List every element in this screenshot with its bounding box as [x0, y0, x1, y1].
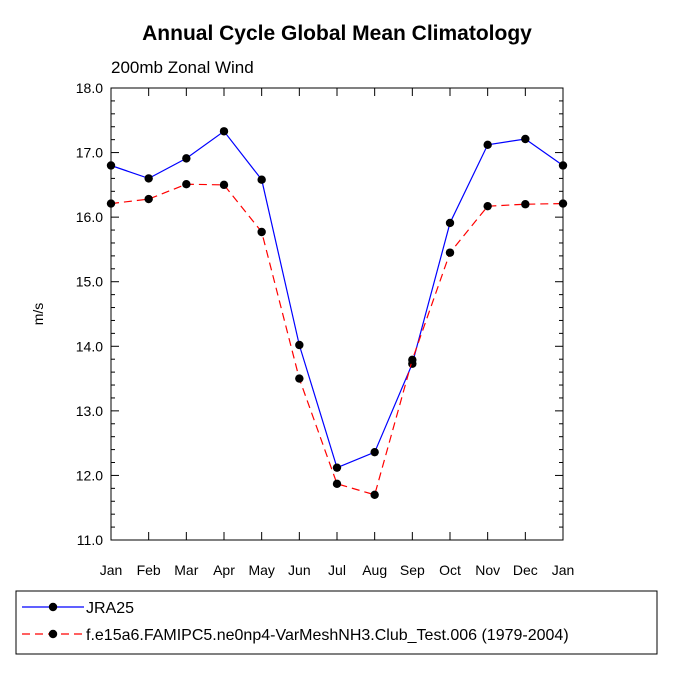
- data-point: [295, 340, 304, 350]
- data-point: [219, 127, 229, 136]
- legend-marker-2: [48, 629, 58, 639]
- data-point: [182, 154, 191, 163]
- chart-subtitle: 200mb Zonal Wind: [111, 58, 254, 77]
- data-point: [144, 174, 153, 183]
- data-point: [408, 355, 417, 365]
- data-point: [144, 194, 153, 204]
- data-point: [295, 374, 304, 383]
- data-point: [445, 248, 455, 257]
- data-point: [370, 447, 379, 457]
- legend-entry-1: JRA25: [22, 600, 134, 617]
- y-tick-label: 12.0: [76, 467, 103, 483]
- data-point: [257, 175, 266, 184]
- x-tick-label: Sep: [400, 562, 425, 578]
- plot-frame: [110, 87, 564, 541]
- legend-entry-2: f.e15a6.FAMIPC5.ne0np4-VarMeshNH3.Club_T…: [22, 627, 569, 644]
- x-tick-label: May: [248, 562, 274, 578]
- x-tick-label: Mar: [174, 562, 198, 578]
- y-tick-label: 13.0: [76, 403, 103, 419]
- y-axis-label: m/s: [30, 303, 46, 326]
- x-tick-label: Nov: [475, 562, 500, 578]
- data-point: [370, 490, 379, 499]
- legend-frame: [15, 590, 658, 655]
- legend-label-2: f.e15a6.FAMIPC5.ne0np4-VarMeshNH3.Club_T…: [86, 627, 569, 644]
- y-tick-label: 16.0: [76, 209, 103, 225]
- data-point: [521, 134, 530, 144]
- x-tick-label: Jul: [328, 562, 346, 578]
- x-tick-label: Feb: [137, 562, 161, 578]
- x-tick-label: Apr: [213, 562, 235, 578]
- series-1: [106, 127, 568, 472]
- data-point: [182, 180, 191, 189]
- y-tick-label: 14.0: [76, 338, 103, 354]
- x-tick-label: Jun: [288, 562, 311, 578]
- x-tick-label: Oct: [439, 562, 461, 578]
- ticks-layer: 11.0 12.0 13.0 14.0 15.0 16.0 17.0 18.0 Jan Feb Ma…: [76, 80, 575, 578]
- x-tick-label: Dec: [513, 562, 538, 578]
- x-tick-label: Jan: [552, 562, 575, 578]
- data-point: [521, 200, 530, 209]
- legend-marker-1: [48, 602, 58, 612]
- series-2: [106, 180, 568, 499]
- y-tick-label: 17.0: [76, 145, 103, 161]
- x-tick-label: Jan: [100, 562, 123, 578]
- data-point: [445, 218, 455, 228]
- data-point: [257, 227, 266, 237]
- series-line-2: [110, 183, 564, 496]
- legend-label-1: JRA25: [86, 600, 134, 617]
- data-point: [332, 479, 342, 489]
- data-point: [483, 201, 492, 211]
- data-point: [332, 463, 342, 472]
- data-point: [219, 180, 229, 190]
- x-tick-label: Aug: [362, 562, 387, 578]
- data-point: [483, 140, 492, 150]
- y-tick-label: 15.0: [76, 274, 103, 290]
- y-tick-label: 11.0: [77, 532, 103, 548]
- series-line-1: [110, 130, 564, 469]
- legend: JRA25 f.e15a6.FAMIPC5.ne0np4-VarMeshNH3.…: [15, 590, 658, 655]
- chart-title: Annual Cycle Global Mean Climatology: [142, 22, 532, 45]
- y-tick-label: 18.0: [76, 80, 103, 96]
- series-layer: [106, 127, 568, 499]
